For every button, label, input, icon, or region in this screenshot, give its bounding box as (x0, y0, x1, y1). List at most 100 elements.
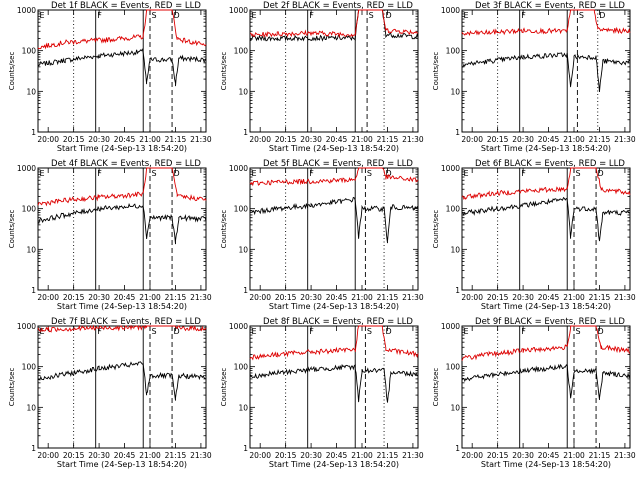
event-marker-label: E (464, 327, 469, 336)
plot-frame (461, 325, 631, 449)
chart-title: Det 8f BLACK = Events, RED = LLD (263, 317, 413, 327)
y-tick-label: 1 (243, 128, 248, 137)
x-tick-label: 20:00 (37, 135, 59, 144)
x-tick-label: 20:45 (326, 293, 348, 302)
series-events-line (37, 361, 207, 401)
x-axis-label: Start Time (24-Sep-13 18:54:20) (269, 302, 399, 311)
event-marker-label: F (521, 169, 526, 178)
chart-panel: Det 8f BLACK = Events, RED = LLD 1 10 100 10… (220, 317, 424, 469)
plot-frame (37, 167, 207, 291)
y-tick-label: 10 (26, 403, 36, 412)
event-marker-label: F (97, 327, 102, 336)
x-tick-label: 20:45 (114, 135, 136, 144)
event-marker-label: S (367, 169, 372, 178)
chart-panel: Det 1f BLACK = Events, RED = LLD 1 10 100 10… (8, 1, 212, 153)
event-marker-label: F (97, 169, 102, 178)
x-tick-label: 20:15 (487, 451, 509, 460)
series-lld-line (250, 9, 419, 39)
event-marker-label: D (174, 169, 180, 178)
event-marker-label: E (252, 327, 257, 336)
y-tick-label: 1000 (229, 164, 248, 173)
y-axis-label: Counts/sec (220, 52, 228, 91)
x-tick-label: 20:00 (461, 135, 483, 144)
x-tick-label: 20:30 (300, 293, 322, 302)
x-tick-label: 20:00 (249, 293, 271, 302)
x-tick-label: 20:15 (63, 135, 85, 144)
event-marker-label: F (309, 169, 314, 178)
x-tick-label: 21:15 (377, 451, 399, 460)
x-tick-label: 20:00 (249, 451, 271, 460)
series-events-line (249, 9, 419, 42)
y-axis-label: Counts/sec (432, 368, 440, 407)
x-tick-label: 21:30 (190, 451, 212, 460)
series-events-line (249, 363, 419, 403)
x-tick-label: 20:15 (275, 451, 297, 460)
x-tick-label: 20:45 (538, 293, 560, 302)
x-tick-label: 21:15 (377, 135, 399, 144)
x-tick-label: 21:15 (589, 293, 611, 302)
x-tick-label: 20:15 (63, 293, 85, 302)
y-axis-label: Counts/sec (8, 52, 16, 91)
event-marker-label: D (598, 327, 604, 336)
series-events-line (461, 196, 631, 242)
y-axis-label: Counts/sec (8, 210, 16, 249)
x-tick-label: 20:00 (249, 135, 271, 144)
y-tick-label: 10 (238, 245, 248, 254)
chart-title: Det 2f BLACK = Events, RED = LLD (263, 1, 413, 11)
x-tick-label: 21:00 (351, 293, 373, 302)
x-tick-label: 21:15 (165, 135, 187, 144)
event-marker-label: F (521, 327, 526, 336)
y-tick-label: 10 (450, 245, 460, 254)
y-tick-label: 1 (243, 286, 248, 295)
y-axis-label: Counts/sec (220, 210, 228, 249)
y-tick-label: 100 (234, 205, 249, 214)
event-marker-label: D (174, 327, 180, 336)
y-tick-label: 100 (22, 47, 37, 56)
x-tick-label: 21:15 (165, 293, 187, 302)
event-marker-label: F (97, 11, 102, 20)
x-axis-label: Start Time (24-Sep-13 18:54:20) (269, 144, 399, 153)
y-tick-label: 10 (450, 403, 460, 412)
y-tick-label: 100 (446, 363, 461, 372)
y-tick-label: 10 (238, 403, 248, 412)
series-lld-line (37, 324, 207, 333)
series-lld-line (461, 325, 630, 361)
y-tick-label: 1000 (441, 322, 460, 331)
series-lld-line (37, 9, 207, 50)
event-marker-label: F (309, 11, 314, 20)
event-marker-label: E (464, 11, 469, 20)
x-tick-label: 21:30 (614, 135, 636, 144)
x-tick-label: 20:00 (461, 293, 483, 302)
y-tick-label: 1 (455, 444, 460, 453)
x-tick-label: 20:45 (538, 451, 560, 460)
x-tick-label: 20:15 (487, 135, 509, 144)
event-marker-label: E (464, 169, 469, 178)
x-tick-label: 21:15 (589, 135, 611, 144)
y-tick-label: 100 (234, 363, 249, 372)
y-tick-label: 100 (22, 205, 37, 214)
y-tick-label: 1000 (229, 6, 248, 15)
x-tick-label: 21:00 (563, 135, 585, 144)
event-marker-label: D (599, 11, 605, 20)
series-events-line (37, 48, 207, 87)
chart-title: Det 7f BLACK = Events, RED = LLD (51, 317, 201, 327)
x-tick-label: 20:15 (487, 293, 509, 302)
y-tick-label: 1000 (229, 322, 248, 331)
chart-panel: Det 4f BLACK = Events, RED = LLD 1 10 100 10… (8, 159, 212, 311)
x-tick-label: 21:00 (139, 135, 161, 144)
x-tick-label: 21:00 (351, 135, 373, 144)
event-marker-label: F (521, 11, 526, 20)
event-marker-label: S (576, 327, 581, 336)
y-tick-label: 1000 (17, 164, 36, 173)
x-tick-label: 20:00 (461, 451, 483, 460)
series-lld-line (37, 167, 207, 207)
y-tick-label: 10 (26, 87, 36, 96)
x-tick-label: 20:45 (326, 451, 348, 460)
y-tick-label: 1 (455, 128, 460, 137)
x-tick-label: 21:00 (139, 293, 161, 302)
chart-panel: Det 6f BLACK = Events, RED = LLD 1 10 100 10… (432, 159, 636, 311)
series-lld-line (461, 9, 631, 36)
x-tick-label: 20:15 (63, 451, 85, 460)
x-tick-label: 21:30 (190, 293, 212, 302)
